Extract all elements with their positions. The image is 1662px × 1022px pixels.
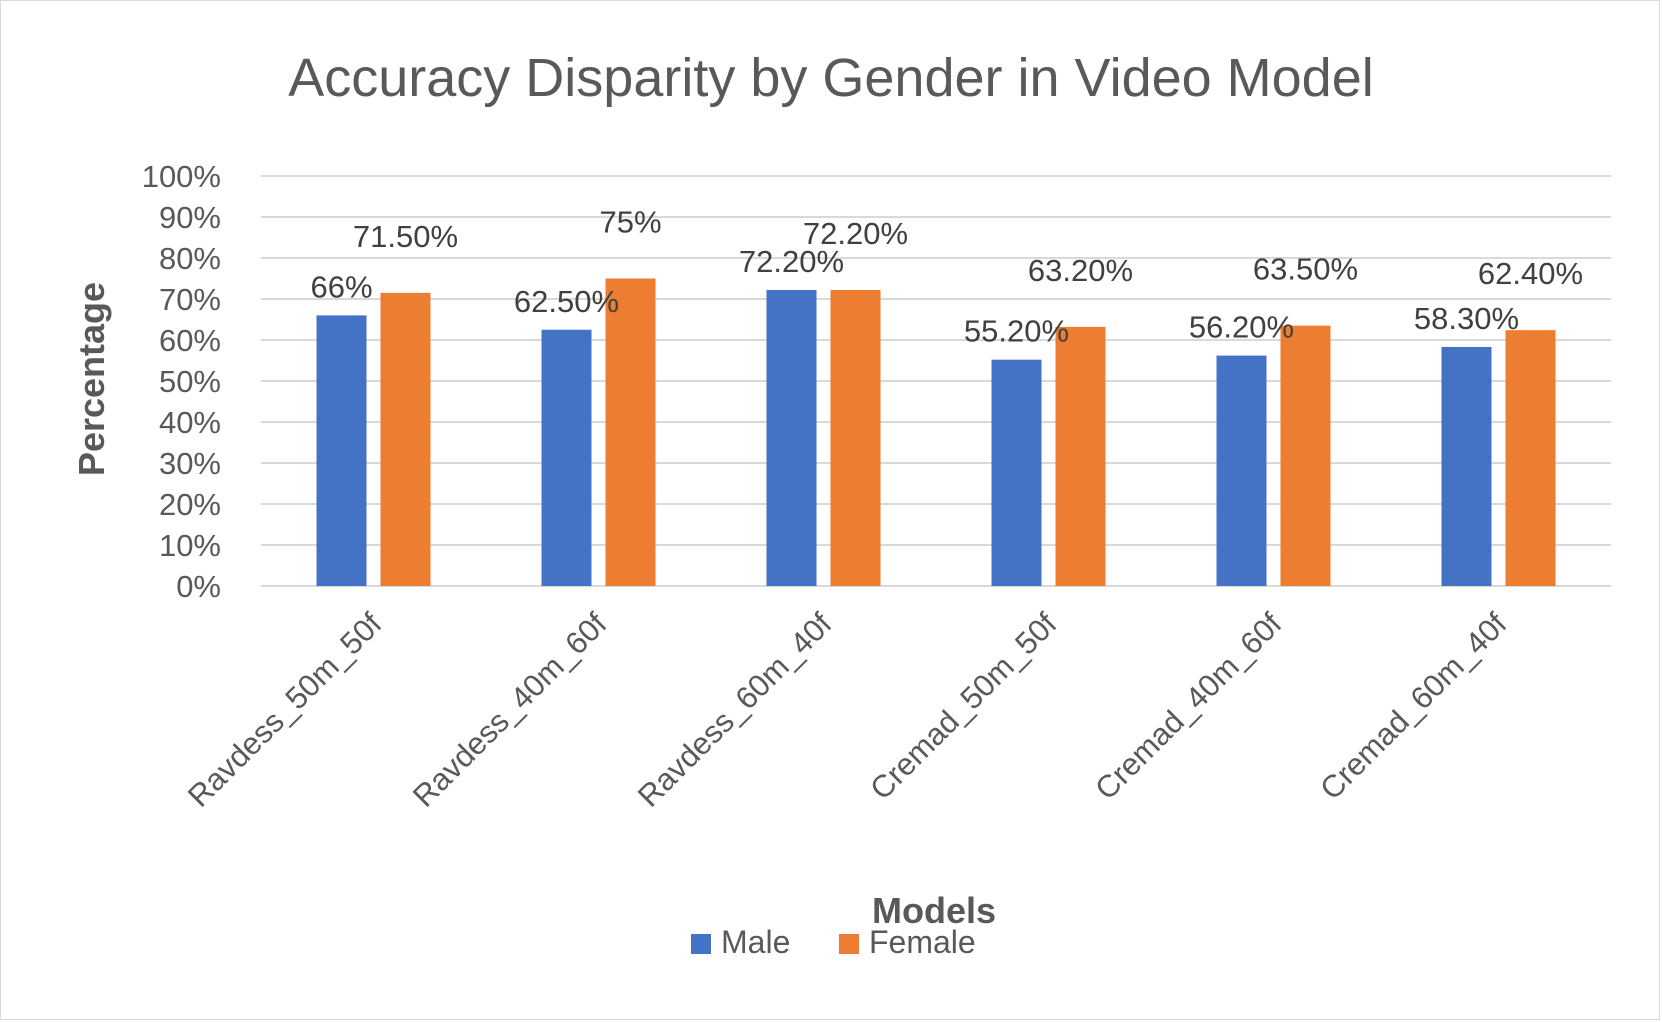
y-tick-label: 0% bbox=[176, 569, 221, 604]
x-axis-categories: Ravdess_50m_50f Ravdess_40m_60f Ravdess_60… bbox=[181, 606, 1514, 814]
bar-female bbox=[1505, 330, 1556, 586]
data-label-male: 66% bbox=[310, 269, 372, 304]
x-category-label: Cremad_50m_50f bbox=[863, 606, 1063, 806]
bar-female bbox=[605, 278, 656, 586]
y-tick-label: 80% bbox=[159, 241, 221, 276]
bar-female bbox=[1280, 325, 1331, 586]
legend-item-female: Female bbox=[839, 924, 976, 960]
y-tick-label: 40% bbox=[159, 405, 221, 440]
data-label-female: 72.20% bbox=[803, 216, 908, 251]
data-label-female: 62.40% bbox=[1478, 256, 1583, 291]
y-tick-label: 20% bbox=[159, 487, 221, 522]
bars bbox=[316, 278, 1556, 586]
y-tick-label: 60% bbox=[159, 323, 221, 358]
y-axis-title: Percentage bbox=[71, 282, 112, 476]
data-labels: 66% 71.50% 62.50% 75% 72.20%72.20% 55.20% 63.2… bbox=[310, 205, 1583, 349]
x-category-label: Ravdess_50m_50f bbox=[181, 606, 389, 814]
chart-title: Accuracy Disparity by Gender in Video Mo… bbox=[288, 48, 1374, 108]
data-label-male: 55.20% bbox=[964, 314, 1069, 349]
legend-label: Female bbox=[869, 924, 976, 960]
data-label-female: 75% bbox=[599, 205, 661, 240]
bar-male bbox=[1216, 355, 1267, 586]
data-label-female: 63.20% bbox=[1028, 253, 1133, 288]
x-category-label: Ravdess_60m_40f bbox=[631, 606, 839, 814]
legend-swatch bbox=[839, 934, 859, 954]
y-tick-label: 10% bbox=[159, 528, 221, 563]
legend: Male Female bbox=[691, 924, 976, 960]
gridlines bbox=[261, 175, 1611, 587]
y-tick-label: 100% bbox=[142, 159, 221, 194]
y-tick-label: 30% bbox=[159, 446, 221, 481]
legend-label: Male bbox=[721, 924, 790, 960]
y-axis-ticks: 0% 10% 20% 30% 40% 50% 60% 70% 80% 90% 100% bbox=[142, 159, 221, 604]
data-label-female: 71.50% bbox=[353, 219, 458, 254]
y-tick-label: 90% bbox=[159, 200, 221, 235]
data-label-female: 63.50% bbox=[1253, 252, 1358, 287]
data-label-male: 58.30% bbox=[1414, 301, 1519, 336]
legend-swatch bbox=[691, 934, 711, 954]
x-category-label: Cremad_40m_60f bbox=[1088, 606, 1288, 806]
data-label-male: 56.20% bbox=[1189, 310, 1294, 345]
data-label-male: 72.20% bbox=[739, 244, 844, 279]
bar-male bbox=[541, 329, 592, 586]
y-tick-label: 50% bbox=[159, 364, 221, 399]
data-label-male: 62.50% bbox=[514, 284, 619, 319]
bar-female bbox=[1055, 326, 1106, 586]
x-axis-title: Models bbox=[872, 890, 996, 931]
x-category-label: Ravdess_40m_60f bbox=[406, 606, 614, 814]
bar-female bbox=[380, 292, 431, 586]
bar-male bbox=[316, 315, 367, 586]
x-category-label: Cremad_60m_40f bbox=[1313, 606, 1513, 806]
bar-male bbox=[766, 289, 817, 586]
y-tick-label: 70% bbox=[159, 282, 221, 317]
bar-male bbox=[991, 359, 1042, 586]
bar-female bbox=[830, 289, 881, 586]
legend-item-male: Male bbox=[691, 924, 790, 960]
bar-male bbox=[1441, 346, 1492, 586]
